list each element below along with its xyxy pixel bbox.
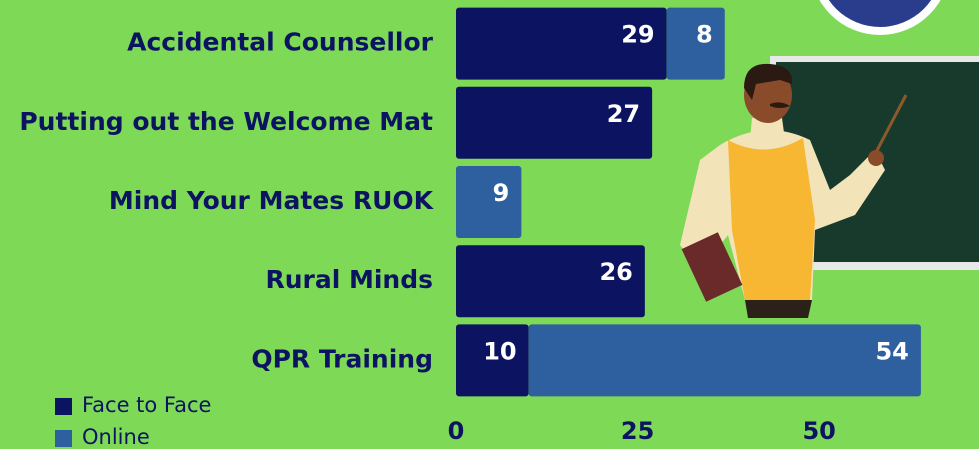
vest — [728, 138, 815, 300]
value-label: 27 — [607, 100, 640, 128]
value-label: 8 — [696, 21, 713, 49]
pants — [745, 300, 812, 318]
value-label: 54 — [875, 337, 908, 365]
legend-label: Face to Face — [82, 393, 211, 417]
x-tick-label: 25 — [621, 417, 654, 445]
y-tick-label: Putting out the Welcome Mat — [19, 107, 433, 136]
value-label: 29 — [621, 21, 654, 49]
bar — [529, 324, 921, 396]
legend-swatch — [55, 398, 72, 415]
x-tick-label: 0 — [448, 417, 465, 445]
value-label: 26 — [599, 258, 632, 286]
y-tick-label: Accidental Counsellor — [127, 28, 434, 57]
legend-swatch — [55, 430, 72, 447]
y-tick-label: QPR Training — [251, 344, 433, 373]
y-tick-label: Mind Your Mates RUOK — [109, 186, 435, 215]
y-tick-label: Rural Minds — [265, 265, 433, 294]
chart: 29 8 27 9 26 10 54 Face to Face Online 0 25 50 Ac… — [0, 0, 979, 449]
x-tick-label: 50 — [802, 417, 835, 445]
bar — [456, 166, 521, 238]
value-label: 9 — [493, 179, 510, 207]
hand — [868, 150, 884, 166]
value-label: 10 — [483, 337, 516, 365]
legend-label: Online — [82, 425, 150, 449]
